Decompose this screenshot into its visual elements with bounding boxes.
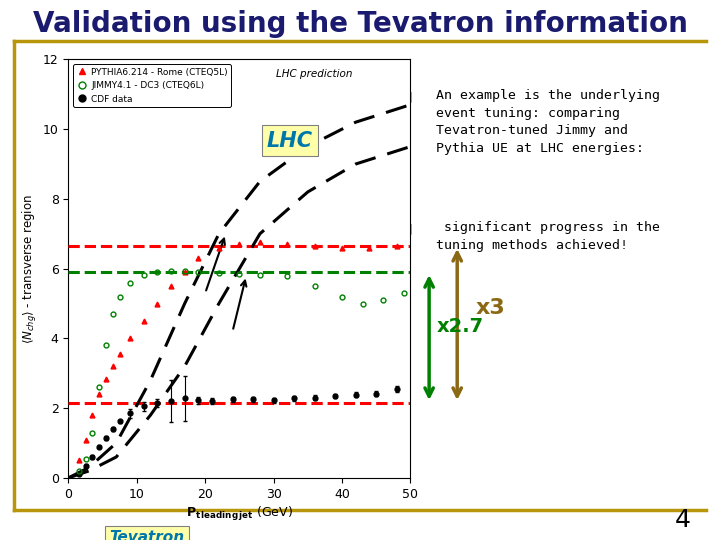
Text: significant progress in the
tuning methods achieved!: significant progress in the tuning metho… [436, 221, 660, 252]
Text: Validation using the Tevatron information: Validation using the Tevatron informatio… [32, 10, 688, 38]
Text: LHC: LHC [266, 131, 313, 151]
Text: ■: ■ [400, 221, 413, 235]
Text: Tevatron: Tevatron [109, 530, 184, 540]
Legend: PYTHIA6.214 - Rome (CTEQ5L), JIMMY4.1 - DC3 (CTEQ6L), CDF data: PYTHIA6.214 - Rome (CTEQ5L), JIMMY4.1 - … [73, 64, 231, 107]
X-axis label: $\mathbf{P_{t\,leading\,jet}}$ (GeV): $\mathbf{P_{t\,leading\,jet}}$ (GeV) [186, 505, 293, 523]
Text: x2.7: x2.7 [436, 317, 483, 336]
Text: x3: x3 [475, 298, 505, 318]
Text: 4: 4 [675, 508, 691, 532]
Y-axis label: $\langle N_{chg} \rangle$ - transverse region: $\langle N_{chg} \rangle$ - transverse r… [21, 194, 39, 343]
Text: ■: ■ [400, 89, 413, 103]
Text: LHC prediction: LHC prediction [276, 69, 353, 79]
Text: An example is the underlying
event tuning: comparing
Tevatron-tuned Jimmy and
Py: An example is the underlying event tunin… [436, 89, 660, 154]
